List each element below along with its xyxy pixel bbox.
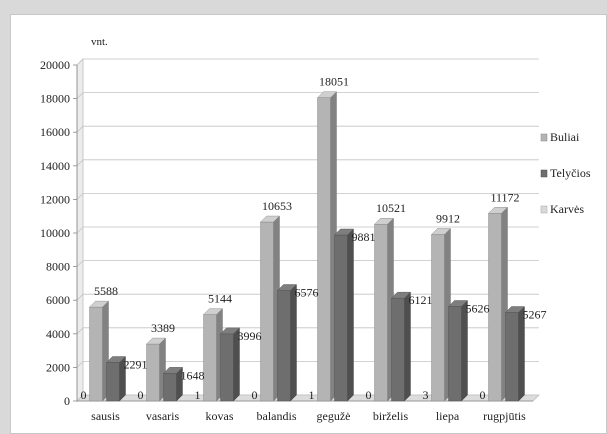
y-tick-label: 10000	[40, 226, 70, 240]
data-label-buliai: 10521	[376, 201, 406, 215]
data-label-karves: 0	[366, 388, 372, 402]
gridline	[76, 92, 539, 99]
gridline	[76, 125, 539, 133]
legend-label: Buliai	[550, 130, 580, 144]
data-label-buliai: 3389	[151, 321, 175, 335]
gridline	[76, 58, 539, 66]
data-label-telycios: 6576	[295, 286, 319, 300]
bar-telycios	[505, 306, 525, 402]
data-label-karves: 1	[195, 388, 201, 402]
y-tick-label: 16000	[40, 125, 70, 139]
data-label-karves: 3	[423, 388, 429, 402]
bar-telycios	[220, 327, 240, 402]
bar-telycios	[448, 300, 468, 402]
data-label-telycios: 9881	[352, 230, 376, 244]
legend-label: Telyčios	[550, 166, 591, 180]
data-label-karves: 1	[309, 388, 315, 402]
data-label-buliai: 9912	[436, 211, 460, 225]
legend-item: Karvės	[540, 202, 584, 216]
y-tick-label: 2000	[46, 360, 70, 374]
x-tick-label: liepa	[436, 409, 460, 423]
legend-swatch	[540, 133, 548, 142]
gridline	[76, 192, 539, 200]
bar-buliai	[488, 206, 508, 402]
data-label-karves: 0	[81, 388, 87, 402]
data-label-buliai: 18051	[319, 75, 349, 89]
x-tick-label: gegužė	[317, 409, 351, 423]
bar-buliai	[203, 308, 223, 402]
bar-telycios	[163, 366, 183, 402]
data-label-telycios: 5626	[466, 301, 490, 315]
unit-label: vnt.	[91, 36, 108, 48]
x-tick-label: rugpjūtis	[483, 409, 526, 423]
bar-telycios	[334, 228, 354, 402]
data-label-telycios: 2291	[124, 358, 148, 372]
y-tick-label: 14000	[40, 159, 70, 173]
data-label-telycios: 6121	[409, 293, 433, 307]
bar-buliai	[317, 91, 337, 402]
data-label-buliai: 10653	[262, 199, 292, 213]
data-label-buliai: 5588	[94, 284, 118, 298]
data-label-telycios: 5267	[523, 308, 547, 322]
chart-legend: Buliai Telyčios Karvės	[540, 130, 591, 216]
y-tick-label: 4000	[46, 327, 70, 341]
legend-item: Buliai	[540, 130, 580, 144]
x-tick-label: balandis	[257, 409, 297, 423]
data-label-karves: 0	[138, 388, 144, 402]
y-tick-label: 8000	[46, 260, 70, 274]
y-tick-label: 12000	[40, 192, 70, 206]
y-tick-label: 20000	[40, 58, 70, 72]
x-tick-label: birželis	[373, 409, 409, 423]
data-label-telycios: 1648	[181, 368, 205, 382]
chart-frame: 0 2000 4000 6000 8000 10000 12000 14000 16000 180…	[10, 14, 607, 434]
gridline	[76, 260, 539, 267]
chart-labels: vnt.558822910sausis338916480vasaris51443…	[81, 36, 547, 423]
bar-telycios	[391, 291, 411, 402]
legend-swatch	[540, 169, 548, 178]
gridline	[76, 226, 539, 234]
y-tick-label: 6000	[46, 293, 70, 307]
bar-buliai	[89, 300, 109, 402]
bar-telycios	[106, 356, 126, 402]
bar-buliai	[146, 337, 166, 402]
y-tick-label: 0	[64, 394, 70, 408]
bar-buliai	[431, 227, 451, 402]
y-tick-label: 18000	[40, 92, 70, 106]
chart-axes: 0200040006000800010000120001400016000180…	[40, 58, 533, 408]
legend-label: Karvės	[550, 202, 584, 216]
x-tick-label: kovas	[206, 409, 234, 423]
x-tick-label: sausis	[91, 409, 120, 423]
data-label-karves: 0	[252, 388, 258, 402]
x-tick-label: vasaris	[146, 409, 180, 423]
legend-swatch	[540, 205, 548, 214]
gridline	[76, 327, 539, 335]
data-label-buliai: 11172	[490, 190, 519, 204]
bar-buliai	[260, 215, 280, 402]
data-label-telycios: 3996	[238, 329, 262, 343]
bar-buliai	[374, 217, 394, 402]
gridline	[76, 159, 539, 167]
data-label-buliai: 5144	[208, 292, 232, 306]
bar-telycios	[277, 284, 297, 402]
chart-bars	[89, 91, 525, 402]
chart-svg: 0200040006000800010000120001400016000180…	[40, 36, 591, 423]
legend-item: Telyčios	[540, 166, 591, 180]
data-label-karves: 0	[480, 388, 486, 402]
